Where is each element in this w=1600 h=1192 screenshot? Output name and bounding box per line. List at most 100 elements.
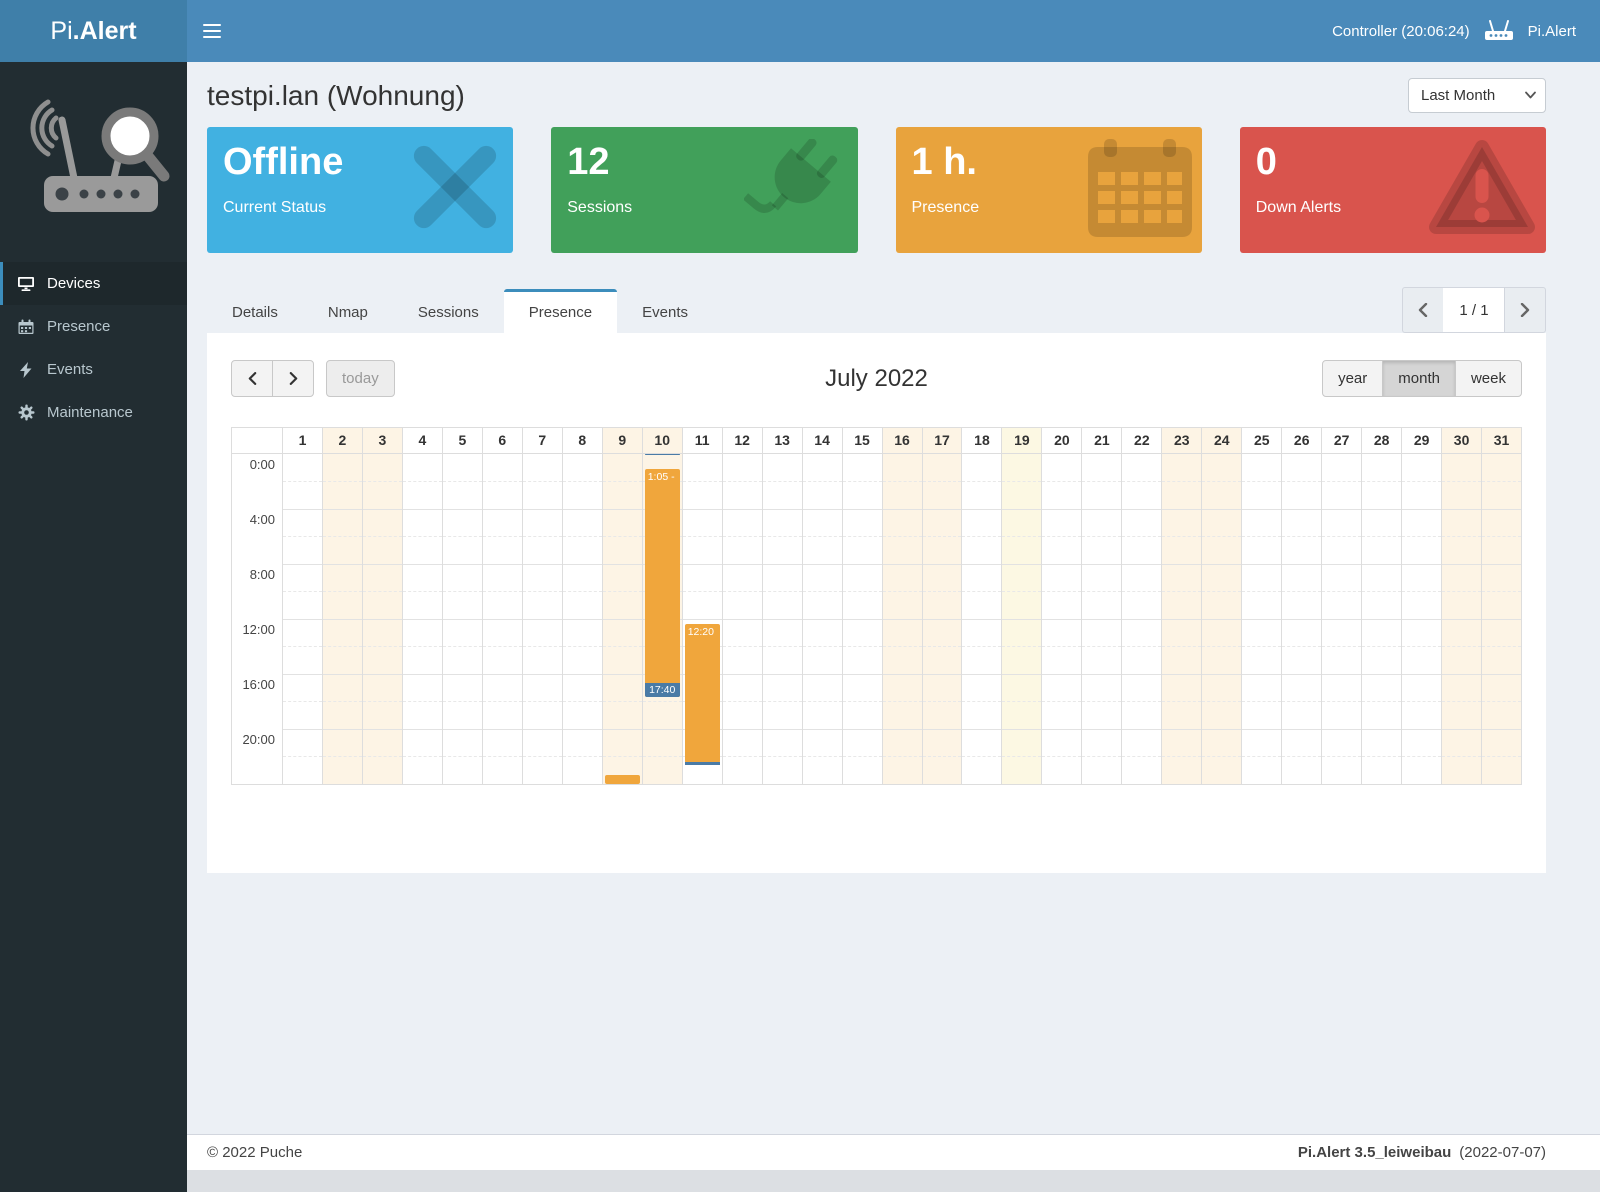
calendar-day-header: 25 (1241, 428, 1281, 453)
calendar-day-header-row: 1 2 3 4 5 6 7 8 9 10 11 12 13 14 15 16 17 18 19 20 21 22 23 24 2… (232, 428, 1522, 454)
calendar-day-column (721, 454, 762, 784)
calendar-day-column (761, 454, 802, 784)
calendar-day-column (361, 454, 402, 784)
sidebar-item-devices[interactable]: Devices (0, 262, 187, 305)
summary-cards: Offline Current Status 12 Sessions (207, 127, 1546, 253)
sidebar-item-presence[interactable]: Presence (0, 305, 187, 348)
calendar-view-year-button[interactable]: year (1322, 360, 1384, 397)
presence-card: 1 h. Presence (895, 127, 1202, 253)
calendar-day-header: 1 (282, 428, 322, 453)
calendar-day-column (801, 454, 842, 784)
page-indicator: 1 / 1 (1443, 287, 1505, 333)
tab-events[interactable]: Events (642, 304, 688, 321)
calendar-day-header: 14 (801, 428, 842, 453)
calendar-day-header: 27 (1321, 428, 1361, 453)
calendar-toolbar: today July 2022 year month week (231, 360, 1522, 397)
calendar-day-header: 2 (321, 428, 362, 453)
device-pagination: 1 / 1 (1402, 287, 1546, 333)
calendar-day-header: 31 (1481, 428, 1522, 453)
calendar-view-week-button[interactable]: week (1454, 360, 1522, 397)
calendar-day-header: 12 (721, 428, 762, 453)
calendar-event[interactable]: 1:05 - 17:40 (644, 468, 680, 697)
calendar-icon (1087, 139, 1192, 242)
event-end-marker (684, 762, 720, 766)
calendar-day-header: 10 (641, 428, 682, 453)
calendar-day-header: 22 (1121, 428, 1161, 453)
calendar-day-column: 1:05 - 17:40 (641, 454, 682, 784)
brand-text-bold: .Alert (72, 16, 137, 45)
calendar-day-column (1081, 454, 1122, 784)
event-end-label: 17:40 (644, 682, 680, 697)
calendar-day-header: 11 (681, 428, 722, 453)
period-select[interactable]: Last Month (1408, 78, 1546, 113)
calendar-day-column (1401, 454, 1442, 784)
calendar-day-header: 8 (561, 428, 602, 453)
calendar-today-button[interactable]: today (326, 360, 395, 397)
tab-sessions[interactable]: Sessions (417, 304, 479, 321)
calendar-day-header: 28 (1361, 428, 1401, 453)
tab-details[interactable]: Details (232, 304, 278, 321)
calendar-view-month-button[interactable]: month (1382, 360, 1456, 397)
calendar-day-header: 4 (401, 428, 442, 453)
gear-icon (17, 404, 35, 421)
calendar-day-header: 18 (961, 428, 1001, 453)
calendar-day-header: 24 (1201, 428, 1242, 453)
sidebar-item-maintenance[interactable]: Maintenance (0, 391, 187, 434)
calendar-day-header: 21 (1081, 428, 1121, 453)
devices-icon (17, 276, 35, 292)
calendar-prev-button[interactable] (231, 360, 273, 397)
calendar-day-column (1281, 454, 1322, 784)
calendar-day-header: 3 (361, 428, 402, 453)
x-icon (407, 139, 503, 240)
brand-logo[interactable]: Pi .Alert (0, 0, 187, 62)
event-start-label: 1:05 - (647, 470, 675, 483)
calendar-event[interactable] (644, 454, 680, 456)
calendar-day-header: 9 (601, 428, 642, 453)
presence-calendar-icon (17, 319, 35, 335)
calendar-next-button[interactable] (272, 360, 314, 397)
calendar-day-column (521, 454, 562, 784)
calendar-day-column (321, 454, 362, 784)
card-value: 12 (567, 141, 610, 183)
sidebar-toggle-button[interactable] (187, 0, 237, 62)
calendar-day-column (1321, 454, 1362, 784)
prev-device-button[interactable] (1402, 287, 1444, 333)
calendar-day-column (282, 454, 322, 784)
calendar-event[interactable]: 12:20 (684, 623, 720, 766)
tab-presence[interactable]: Presence (503, 289, 618, 333)
calendar-day-column (961, 454, 1002, 784)
sidebar-item-events[interactable]: Events (0, 348, 187, 391)
event-start-label: 12:20 (687, 625, 714, 638)
calendar-day-column (481, 454, 522, 784)
calendar-event[interactable] (604, 774, 640, 784)
controller-status: Controller (20:06:24) (1332, 22, 1470, 40)
calendar-day-header: 23 (1161, 428, 1202, 453)
sidebar-menu: Devices Presence (0, 262, 187, 434)
sidebar-item-label: Events (47, 361, 93, 378)
calendar-day-column (1441, 454, 1482, 784)
calendar-day-column (1041, 454, 1082, 784)
sidebar-item-label: Maintenance (47, 404, 133, 421)
calendar-gutter-header (232, 428, 282, 453)
calendar-day-column (921, 454, 962, 784)
calendar-time-label: 0:00 (249, 457, 275, 472)
app-label[interactable]: Pi.Alert (1527, 22, 1576, 40)
calendar-day-header: 29 (1401, 428, 1441, 453)
next-device-button[interactable] (1504, 287, 1546, 333)
calendar-day-column: 12:20 (681, 454, 722, 784)
card-value: 1 h. (911, 141, 977, 183)
calendar-day-column (401, 454, 442, 784)
calendar-day-header: 26 (1281, 428, 1321, 453)
calendar-time-label: 4:00 (249, 512, 275, 527)
calendar-time-label: 12:00 (242, 622, 275, 637)
footer-copyright: © 2022 Puche (207, 1144, 303, 1161)
calendar-day-header: 16 (881, 428, 922, 453)
calendar-day-column (441, 454, 482, 784)
sidebar: Devices Presence (0, 62, 187, 1192)
card-value: 0 (1255, 141, 1277, 183)
tab-nmap[interactable]: Nmap (327, 304, 368, 321)
calendar-time-gutter: 0:00 4:00 8:00 12:00 16:00 20:00 (232, 454, 282, 784)
calendar-time-label: 8:00 (249, 567, 275, 582)
card-label: Sessions (567, 198, 633, 216)
